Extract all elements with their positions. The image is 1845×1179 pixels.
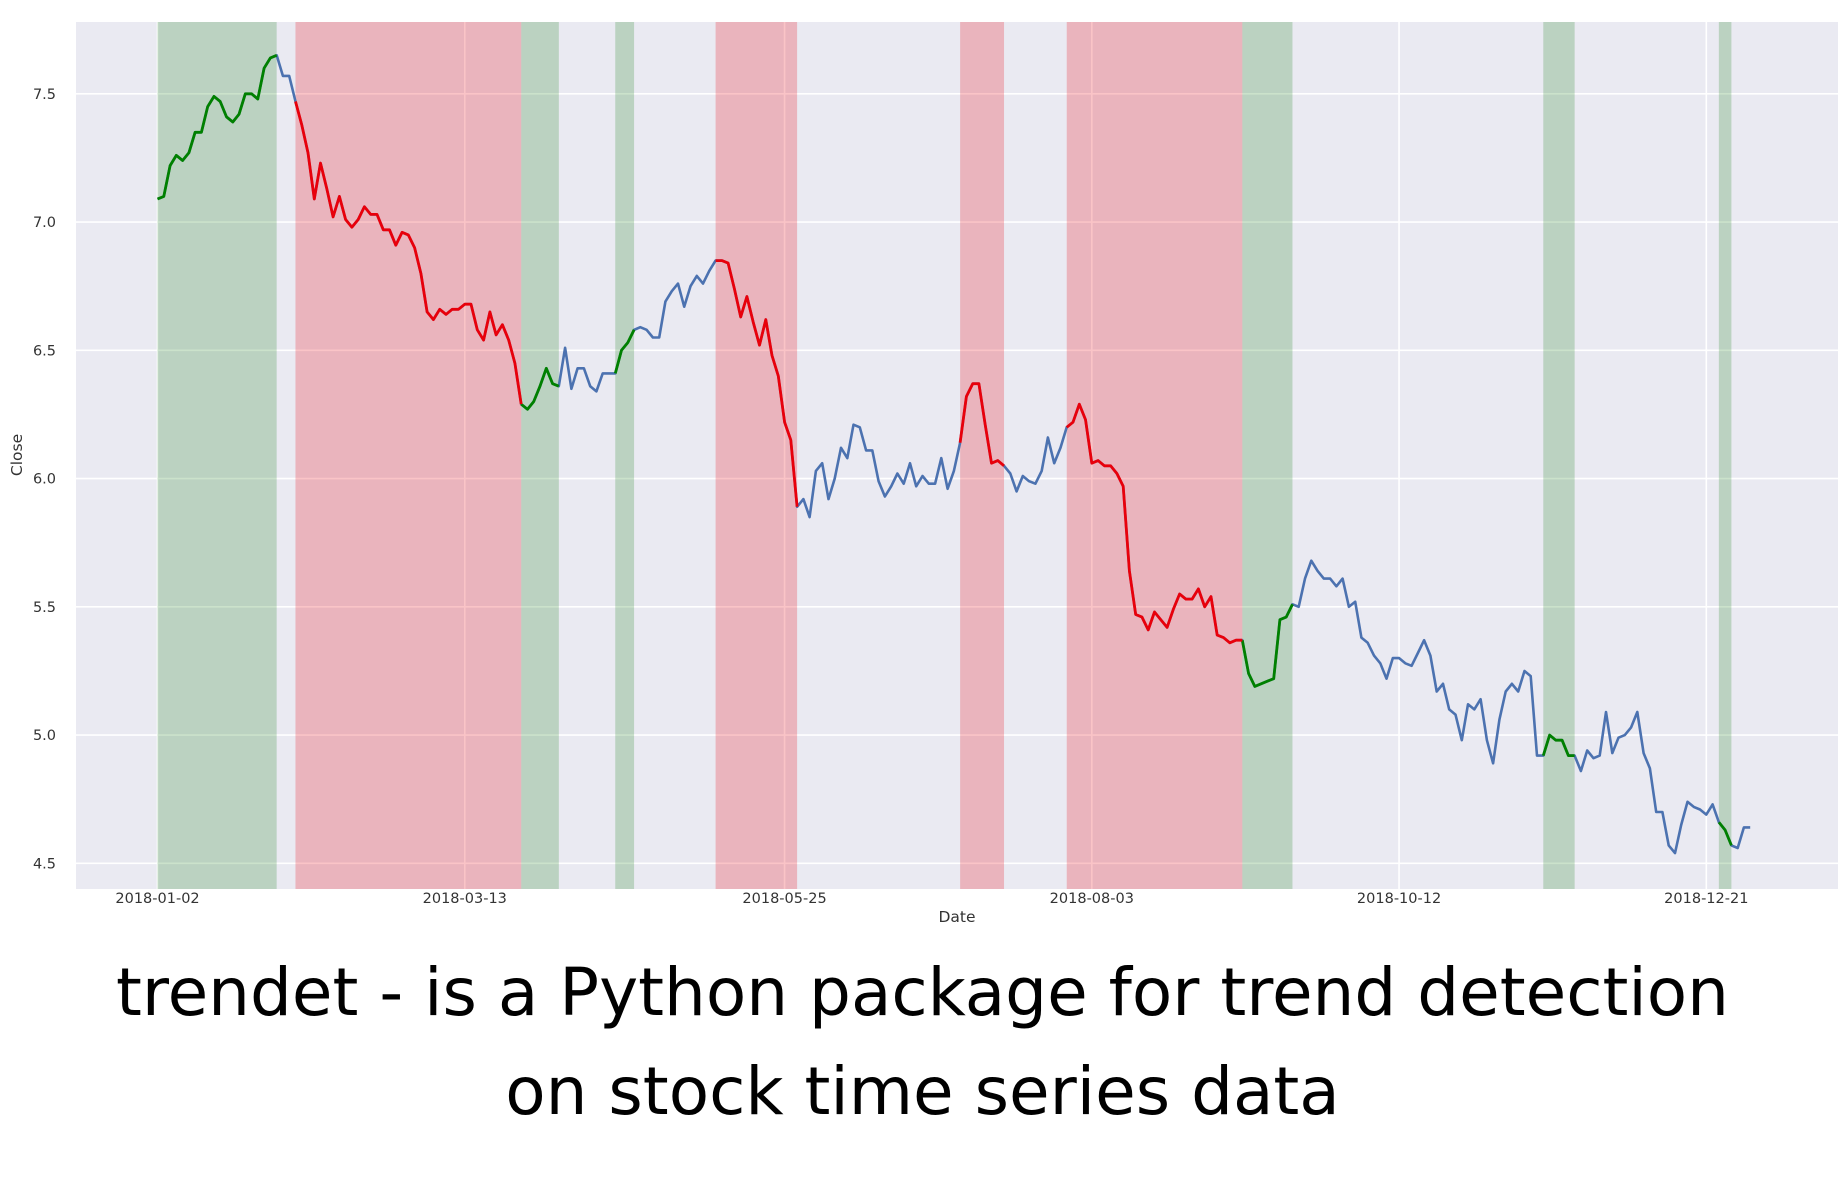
down-trend-area <box>715 22 798 889</box>
up-trend-area <box>615 22 635 889</box>
y-tick-label: 7.5 <box>33 87 56 103</box>
y-tick-labels: 4.5 5.0 5.5 6.0 6.5 7.0 7.5 <box>33 87 56 873</box>
x-tick-label: 2018-08-03 <box>1050 891 1134 907</box>
up-trend-area <box>1718 22 1732 889</box>
y-tick-label: 5.0 <box>33 728 56 744</box>
down-trend-area <box>295 22 522 889</box>
up-trend-line <box>520 366 560 411</box>
y-tick-label: 4.5 <box>33 856 56 872</box>
y-axis-label: Close <box>8 434 26 476</box>
up-trend-line <box>1541 733 1575 757</box>
x-tick-label: 2018-03-13 <box>423 891 507 907</box>
trend-areas <box>157 22 1732 889</box>
caption-line-2: on stock time series data <box>505 1053 1340 1130</box>
caption-line-1: trendet - is a Python package for trend … <box>116 954 1729 1031</box>
y-tick-label: 6.5 <box>33 343 56 359</box>
down-trend-line <box>715 259 799 507</box>
up-trend-line <box>1240 603 1294 688</box>
down-trend-line <box>294 101 523 405</box>
y-tick-label: 5.5 <box>33 600 56 616</box>
x-tick-label: 2018-05-25 <box>742 891 826 907</box>
x-tick-label: 2018-10-12 <box>1357 891 1441 907</box>
trend-chart: 4.5 5.0 5.5 6.0 6.5 7.0 7.5 2018-01-02 2018-03-… <box>8 22 1838 926</box>
y-tick-label: 7.0 <box>33 215 56 231</box>
y-tick-label: 6.0 <box>33 472 56 488</box>
x-tick-labels: 2018-01-02 2018-03-13 2018-05-25 2018-08-03… <box>115 891 1748 907</box>
up-trend-area <box>1543 22 1575 889</box>
x-tick-label: 2018-01-02 <box>115 891 199 907</box>
down-trend-line <box>1065 402 1243 645</box>
down-trend-area <box>960 22 1005 889</box>
price-line <box>156 53 1751 855</box>
x-tick-label: 2018-12-21 <box>1664 891 1748 907</box>
down-trend-area <box>1066 22 1243 889</box>
up-trend-area <box>521 22 559 889</box>
up-trend-area <box>1242 22 1293 889</box>
up-trend-line <box>1717 821 1733 846</box>
up-trend-line <box>613 329 636 374</box>
x-axis-label: Date <box>938 908 975 926</box>
down-trend-line <box>958 382 1005 467</box>
up-trend-area <box>157 22 277 889</box>
up-trend-line <box>156 54 278 201</box>
